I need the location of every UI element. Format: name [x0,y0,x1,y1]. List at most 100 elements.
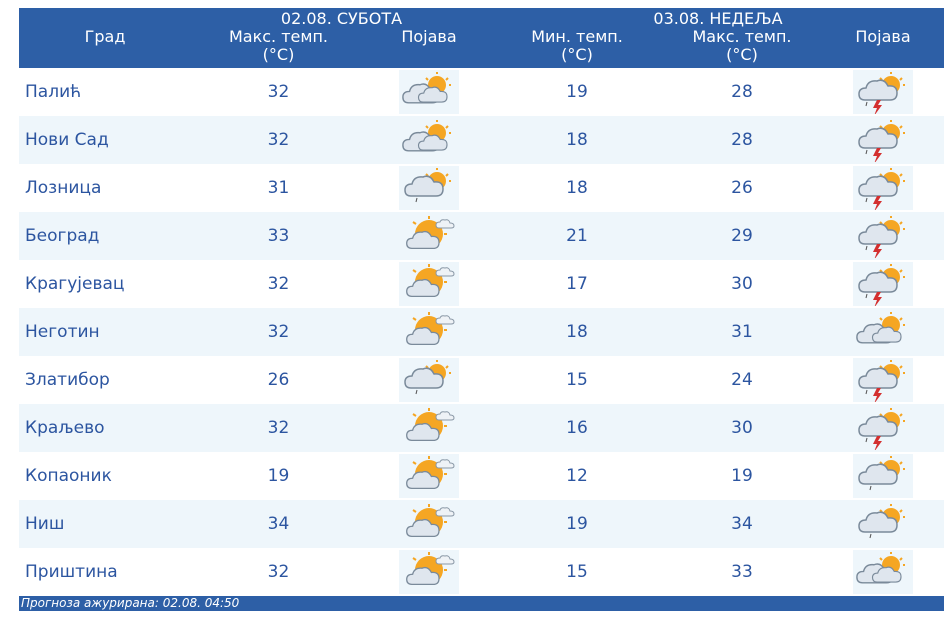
mostly-sunny-icon [399,454,459,498]
table-row: Крагујевац 32 17 30 [19,260,945,308]
day2-max-temp: 26 [662,164,822,212]
day2-phenomenon-cell [822,548,945,596]
city-name: Крагујевац [19,260,191,308]
day2-max-temp: 31 [662,308,822,356]
day2-max-unit: (°C) [726,45,758,64]
day2-min-unit: (°C) [561,45,593,64]
day2-min-header: Мин. темп. (°C) [492,28,662,68]
table-row: Нови Сад 32 18 28 [19,116,945,164]
day2-min-temp: 16 [492,404,662,452]
thunderstorm-icon [853,118,914,162]
day1-phenomenon-cell [366,212,492,260]
day1-max-temp: 33 [191,212,366,260]
thunderstorm-icon [853,406,914,450]
day2-max-temp: 33 [662,548,822,596]
day2-phenomenon-header: Појава [822,28,945,68]
table-row: Златибор 26 15 24 [19,356,945,404]
day1-phenomenon-cell [366,404,492,452]
city-name: Нови Сад [19,116,191,164]
day1-max-header: Макс. темп. (°C) [191,28,366,68]
partly-cloudy-icon [853,550,914,594]
day1-max-temp: 26 [191,356,366,404]
city-name: Приштина [19,548,191,596]
day2-phenomenon-cell [822,212,945,260]
city-name: Београд [19,212,191,260]
day1-max-temp: 32 [191,68,366,116]
table-row: Лозница 31 18 26 [19,164,945,212]
day2-max-temp: 19 [662,452,822,500]
city-name: Неготин [19,308,191,356]
day2-phenomenon-cell [822,164,945,212]
day1-phenomenon-header: Појава [366,28,492,68]
cloudy-light-rain-icon [399,358,459,402]
city-name: Ниш [19,500,191,548]
table-row: Палић 32 19 28 [19,68,945,116]
day2-min-temp: 19 [492,68,662,116]
day2-phenomenon-cell [822,500,945,548]
day1-phenomenon-cell [366,68,492,116]
day2-phenomenon-cell [822,308,945,356]
day2-phenomenon-cell [822,452,945,500]
day2-max-temp: 28 [662,116,822,164]
table-row: Краљево 32 16 30 [19,404,945,452]
day2-min-label: Мин. темп. [531,27,623,46]
day2-max-temp: 30 [662,260,822,308]
day2-max-temp: 28 [662,68,822,116]
city-name: Лозница [19,164,191,212]
thunderstorm-icon [853,262,914,306]
table-row: Београд 33 21 29 [19,212,945,260]
table-body: Палић 32 19 28 Нови Сад 32 [19,68,945,596]
day2-max-temp: 24 [662,356,822,404]
day2-min-temp: 18 [492,164,662,212]
forecast-table: 02.08. СУБОТА 03.08. НЕДЕЉА Град Макс. т… [19,8,945,596]
day1-phenomenon-cell [366,356,492,404]
day1-max-temp: 32 [191,404,366,452]
day2-phenomenon-cell [822,116,945,164]
city-name: Палић [19,68,191,116]
day1-max-label: Макс. темп. [228,27,329,46]
day2-max-label: Макс. темп. [692,27,792,46]
day1-max-temp: 32 [191,548,366,596]
day2-min-temp: 19 [492,500,662,548]
day2-max-header: Макс. темп. (°C) [662,28,822,68]
table-row: Копаоник 19 12 19 [19,452,945,500]
table-header: 02.08. СУБОТА 03.08. НЕДЕЉА Град Макс. т… [19,8,945,68]
day1-phenomenon-cell [366,260,492,308]
update-footer: Прогноза ажурирана: 02.08. 04:50 [19,596,944,611]
day2-min-temp: 15 [492,548,662,596]
day2-phenomenon-cell [822,260,945,308]
thunderstorm-icon [853,214,914,258]
day2-max-temp: 30 [662,404,822,452]
table-row: Ниш 34 19 34 [19,500,945,548]
day2-min-temp: 21 [492,212,662,260]
forecast-table-container: 02.08. СУБОТА 03.08. НЕДЕЉА Град Макс. т… [19,8,945,596]
day2-max-temp: 29 [662,212,822,260]
mostly-sunny-icon [399,550,459,594]
day2-min-temp: 12 [492,452,662,500]
day2-date: 03.08. НЕДЕЉА [492,8,945,28]
day1-max-temp: 32 [191,308,366,356]
day1-phenomenon-cell [366,116,492,164]
day1-max-temp: 19 [191,452,366,500]
day2-min-temp: 17 [492,260,662,308]
day2-max-temp: 34 [662,500,822,548]
day2-phenomenon-cell [822,356,945,404]
day1-max-temp: 34 [191,500,366,548]
day1-max-temp: 32 [191,260,366,308]
thunderstorm-icon [853,358,914,402]
day2-phenomenon-cell [822,404,945,452]
table-row: Приштина 32 15 33 [19,548,945,596]
day2-min-temp: 18 [492,116,662,164]
city-name: Златибор [19,356,191,404]
day1-phenomenon-cell [366,164,492,212]
table-row: Неготин 32 18 31 [19,308,945,356]
cloudy-light-rain-icon [853,454,914,498]
day2-phenomenon-cell [822,68,945,116]
partly-cloudy-icon [853,310,914,354]
day1-max-temp: 32 [191,116,366,164]
mostly-sunny-icon [399,214,459,258]
cloudy-light-rain-icon [399,166,459,210]
day2-min-temp: 15 [492,356,662,404]
cloudy-light-rain-icon [853,502,914,546]
partly-cloudy-icon [399,70,459,114]
